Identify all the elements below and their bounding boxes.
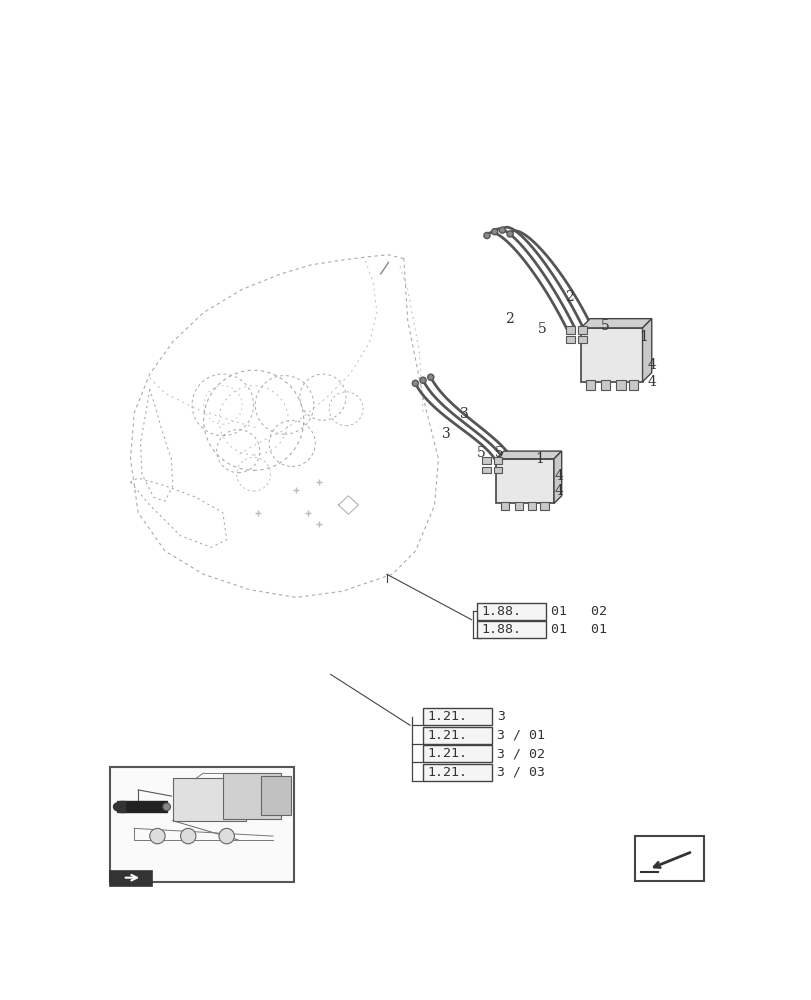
Text: 1: 1 (534, 452, 543, 466)
Bar (493, 457, 502, 464)
Bar (482, 467, 490, 473)
Bar (539, 502, 548, 510)
Bar (564, 336, 574, 343)
Text: 5: 5 (600, 319, 609, 333)
Text: 01   01: 01 01 (550, 623, 606, 636)
Text: 5: 5 (538, 322, 546, 336)
Polygon shape (580, 319, 651, 328)
Bar (514, 502, 522, 510)
Text: 5: 5 (495, 446, 503, 460)
Circle shape (180, 828, 195, 844)
Bar (120, 801, 166, 812)
Bar (423, 708, 491, 725)
Circle shape (491, 229, 497, 235)
Circle shape (427, 374, 433, 380)
Circle shape (499, 227, 504, 233)
Bar (476, 621, 546, 638)
Text: 3 / 01: 3 / 01 (496, 729, 544, 742)
Polygon shape (496, 451, 561, 459)
Text: 3: 3 (496, 710, 504, 723)
Text: 3 / 03: 3 / 03 (496, 766, 544, 779)
Text: 1.21.: 1.21. (427, 710, 467, 723)
Circle shape (506, 231, 513, 237)
Bar (482, 457, 490, 464)
Bar (616, 380, 624, 389)
Text: 3: 3 (459, 407, 468, 421)
Bar (634, 836, 703, 881)
Bar (493, 467, 502, 473)
Bar (261, 776, 290, 815)
Bar (476, 603, 546, 620)
Bar (580, 328, 642, 382)
Polygon shape (642, 319, 651, 382)
Bar (222, 773, 281, 819)
Text: 1.21.: 1.21. (427, 747, 467, 760)
Text: 2: 2 (564, 290, 573, 304)
Text: 5: 5 (476, 446, 485, 460)
Bar (577, 336, 586, 343)
Text: 4: 4 (554, 484, 563, 498)
Bar (109, 871, 152, 886)
Polygon shape (553, 451, 561, 503)
Circle shape (149, 828, 165, 844)
Circle shape (412, 380, 418, 386)
Circle shape (419, 377, 426, 383)
Bar (564, 326, 574, 334)
Bar (577, 326, 586, 334)
Bar (109, 767, 294, 882)
Text: 4: 4 (646, 375, 655, 389)
Text: 1.21.: 1.21. (427, 729, 467, 742)
Bar (423, 745, 491, 762)
Bar (585, 380, 594, 389)
Bar (496, 459, 553, 503)
Circle shape (483, 232, 490, 239)
Text: 2: 2 (504, 312, 513, 326)
Text: 1: 1 (639, 330, 648, 344)
Circle shape (219, 828, 234, 844)
Text: 4: 4 (646, 358, 655, 372)
Circle shape (114, 803, 121, 811)
Text: 1.88.: 1.88. (481, 605, 521, 618)
Bar (118, 801, 125, 812)
Text: 3 / 02: 3 / 02 (496, 747, 544, 760)
Text: 1.88.: 1.88. (481, 623, 521, 636)
Text: 4: 4 (554, 469, 563, 483)
Bar (500, 502, 508, 510)
Bar (527, 502, 535, 510)
Bar (423, 764, 491, 781)
Circle shape (163, 803, 170, 811)
Bar (173, 778, 246, 821)
Text: 3: 3 (441, 427, 450, 441)
Bar (423, 727, 491, 744)
Text: 01   02: 01 02 (550, 605, 606, 618)
Text: 1.21.: 1.21. (427, 766, 467, 779)
Bar (600, 380, 609, 389)
Bar (628, 380, 637, 389)
